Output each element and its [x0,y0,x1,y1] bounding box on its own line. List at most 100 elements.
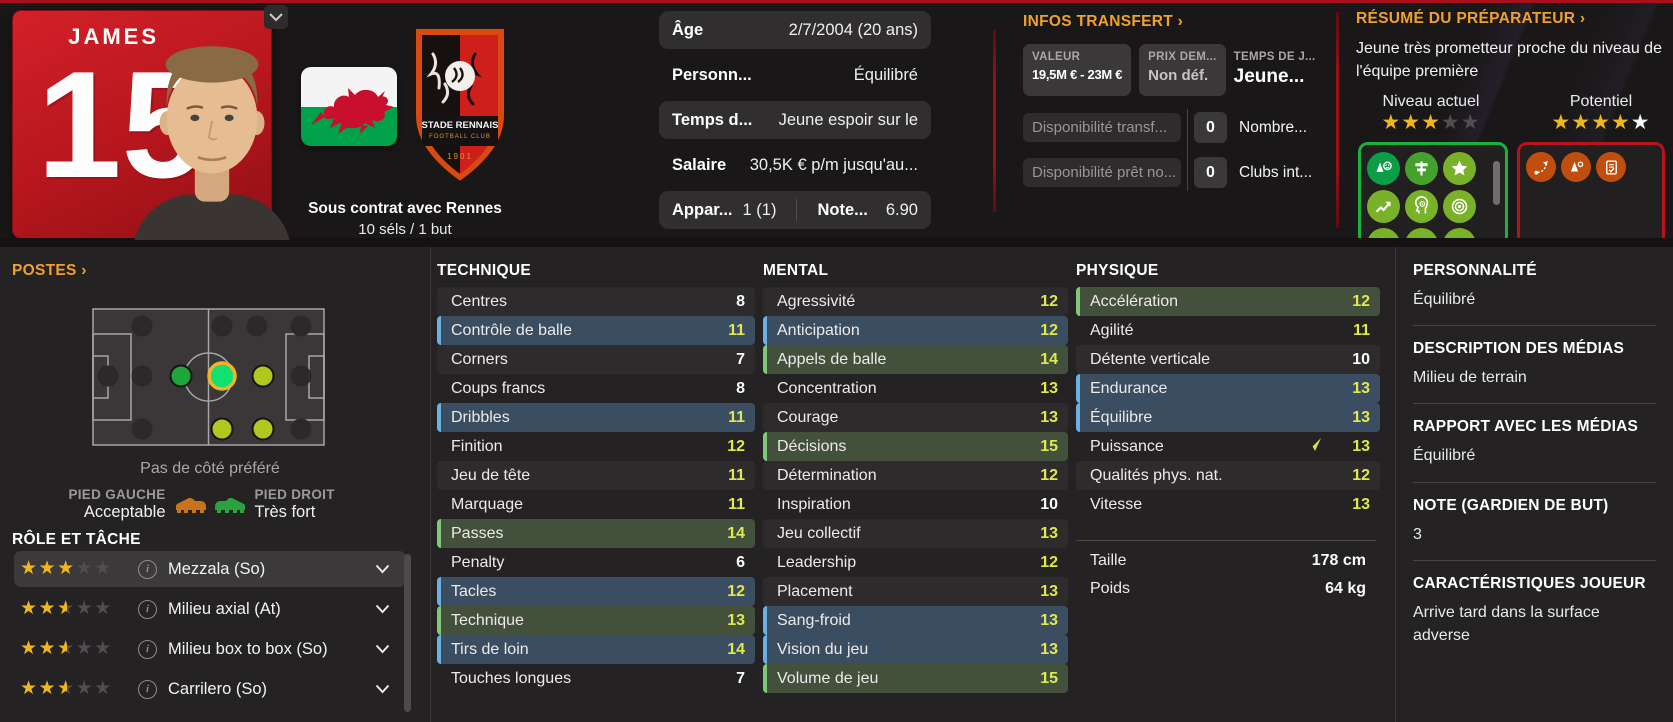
attribute-label: Décisions [777,437,847,455]
attribute-row: Détermination 12 [763,461,1068,490]
contract-line: Sous contrat avec Rennes [308,200,502,217]
attribute-value: 12 [1352,292,1370,310]
divider [430,247,431,722]
position-dot-competent [251,364,275,388]
attribute-label: Agressivité [777,292,856,310]
strengths-box [1358,142,1508,247]
chevron-down-icon[interactable] [375,564,390,574]
attribute-row: Marquage 11 [437,490,755,519]
bullseye-icon [1451,199,1468,215]
star-white-icon: ★ [1630,111,1651,135]
info-icon[interactable]: i [138,639,157,659]
info-row-value: 6.90 [885,200,918,219]
info-row-value: 2/7/2004 (20 ans) [788,20,918,39]
transfer-badge: TEMPS DE J... Jeune... [1234,44,1316,96]
header: JAMES 15 [0,0,1673,247]
attribute-value-wrap: 11 [728,409,745,427]
attribute-value-wrap: 13 [727,612,745,630]
right-foot-label: PIED DROIT [254,487,335,502]
chevron-down-icon[interactable] [375,644,390,654]
top-accent-line [0,0,1673,3]
role-row[interactable]: ★★★★★ i Mezzala (So) [14,551,406,587]
info-row: Âge 2/7/2004 (20 ans) [659,11,931,49]
weight-label: Poids [1090,580,1131,597]
chevron-down-icon[interactable] [375,604,390,614]
attribute-value-wrap: 6 [736,554,745,572]
attribute-value-wrap: 13 [1040,380,1058,398]
attribute-value-wrap: 11 [1353,322,1370,340]
star-full-icon: ★ [1551,111,1572,135]
info-row: Temps d... Jeune espoir sur le [659,101,931,139]
left-foot: PIED GAUCHE Acceptable [18,487,165,522]
star-half-icon: ★★ [57,597,76,619]
sidebar-section: PERSONNALITÉ Équilibré [1413,262,1656,327]
divider [1076,540,1376,541]
scrollbar[interactable] [1493,161,1500,206]
transfer-badges: VALEUR 19,5M € - 23M € PRIX DEM... Non déf.… [1023,44,1325,96]
attribute-row: Sang-froid 13 [763,606,1068,635]
chevron-down-icon[interactable] [375,684,390,694]
boot-icons [174,494,247,515]
weight-value: 64 kg [1325,580,1366,597]
transfer-info-panel: INFOS TRANSFERT › VALEUR 19,5M € - 23M € P… [1023,13,1325,203]
club-crest: STADE RENNAIS FOOTBALL CLUB 1901 [409,24,511,188]
attribute-label: Puissance [1090,437,1164,455]
positive-trait-icon [1367,190,1400,224]
attribute-row: Vitesse 13 [1076,490,1380,519]
positions-title[interactable]: POSTES › [12,262,87,279]
sidebar-section-value: Équilibré [1413,291,1476,308]
attribute-value-wrap: 15 [1040,438,1058,456]
count-badge: 0 [1194,157,1227,188]
arrow-up-icon [1375,202,1391,213]
wales-flag [301,67,397,146]
availability-right-label: Clubs int... [1239,163,1313,181]
info-row-label: Salaire [672,155,727,174]
attribute-row: Endurance 13 [1076,374,1380,403]
transfer-badge-label: PRIX DEM... [1148,51,1217,63]
head-target-icon [1415,196,1429,214]
divider [1187,109,1188,191]
attribute-value: 8 [736,292,745,310]
coach-report-title[interactable]: RÉSUMÉ DU PRÉPARATEUR › [1356,10,1586,27]
attribute-increase-arrow-icon [1307,437,1322,457]
scrollbar[interactable] [404,554,411,712]
position-dot-unrated [290,418,312,440]
doc-check-icon [1605,160,1617,175]
info-icon[interactable]: i [138,599,157,619]
transfer-info-title[interactable]: INFOS TRANSFERT › [1023,13,1184,30]
positive-trait-icon [1405,190,1438,224]
attribute-row: Inspiration 10 [763,490,1068,519]
info-icon[interactable]: i [138,679,157,699]
attribute-value: 12 [1040,292,1058,310]
position-dot-natural-selected [207,361,237,391]
coach-report-panel: RÉSUMÉ DU PRÉPARATEUR › Jeune très prome… [1356,10,1672,254]
attribute-value: 11 [728,408,745,426]
info-icon[interactable]: i [138,559,157,579]
position-dot-unrated [290,365,312,387]
availability-right-label: Nombre... [1239,118,1308,136]
attribute-label: Dribbles [451,408,510,426]
right-boot-icon [214,497,245,513]
attribute-value: 13 [1040,611,1058,629]
collapse-card-button[interactable] [264,5,288,29]
attribute-value: 13 [1040,640,1058,658]
attribute-label: Sang-froid [777,611,851,629]
role-duty-title: RÔLE ET TÂCHE [12,531,141,548]
star-half-icon: ★★ [57,637,76,659]
attribute-value: 12 [727,437,745,455]
attribute-value-wrap: 12 [1040,467,1058,485]
attribute-row: Volume de jeu 15 [763,664,1068,693]
sidebar-section-title: NOTE (GARDIEN DE BUT) [1413,496,1609,514]
attribute-value: 12 [727,582,745,600]
attribute-label: Tirs de loin [451,640,529,658]
star-empty-icon: ★ [94,597,113,619]
attribute-value: 10 [1352,350,1370,368]
star-empty-icon: ★ [94,637,113,659]
attribute-value: 12 [1352,466,1370,484]
attribute-row: Penalty 6 [437,548,755,577]
right-foot-value: Très fort [254,503,316,521]
